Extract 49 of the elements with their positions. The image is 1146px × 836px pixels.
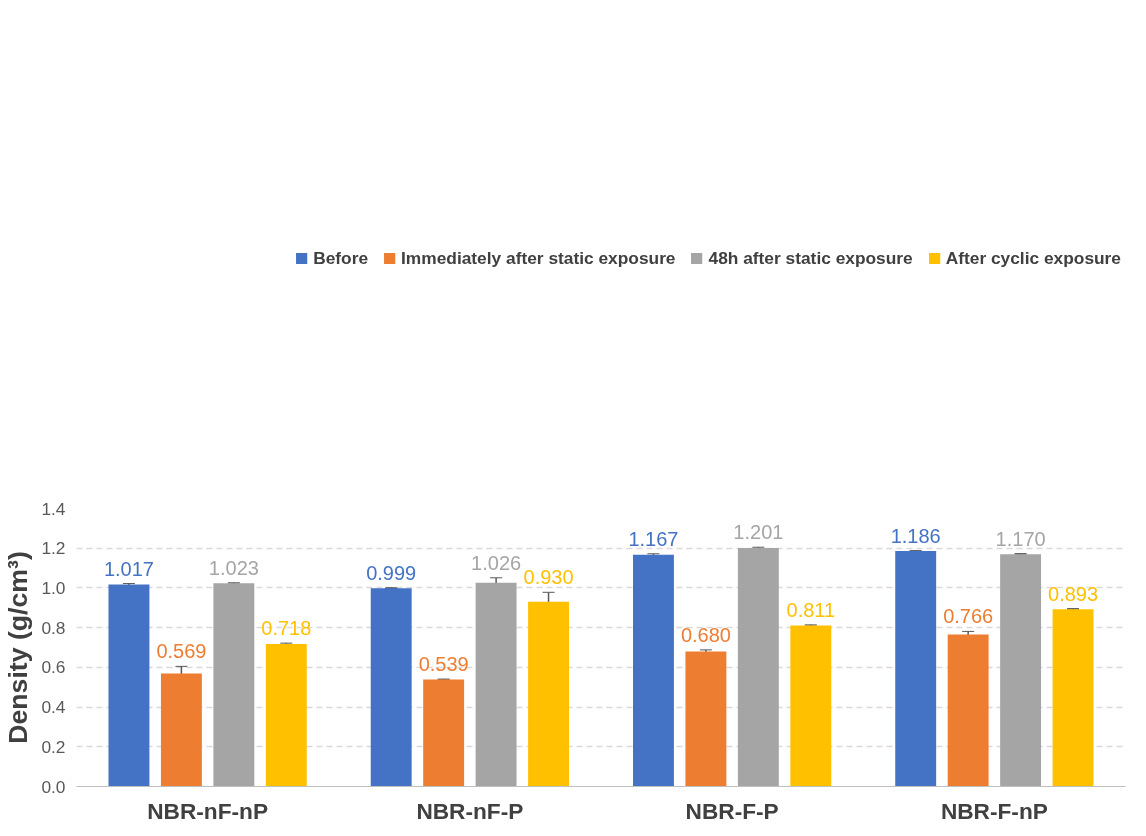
y-tick-label: 0.8 [41,617,66,638]
bar [1000,554,1042,787]
y-tick-label: 1.4 [41,498,66,519]
data-label: 1.017 [103,557,154,580]
data-label: 0.999 [366,561,417,584]
y-tick-label: 1.2 [41,538,66,559]
x-tick-label: NBR-F-P [685,797,779,824]
data-label: 0.539 [418,653,469,676]
bar [265,643,307,787]
data-label: 1.170 [995,527,1046,550]
data-label: 0.569 [156,640,207,663]
data-label: 1.023 [208,556,259,579]
bar [632,554,674,787]
bar [370,588,412,787]
bar [108,584,150,787]
y-tick-label: 1.0 [41,577,66,598]
legend-label: Before [313,247,369,269]
bar [528,601,570,787]
bar [160,673,202,787]
y-tick-label: 0.0 [41,776,66,797]
legend-label: Immediately after static exposure [401,247,676,269]
legend-label: 48h after static exposure [708,247,913,269]
y-tick-label: 0.2 [41,736,66,757]
y-axis-title: Density (g/cm³) [3,551,34,744]
data-label: 0.930 [523,566,574,589]
bar [685,651,727,787]
bar [475,582,517,787]
data-label: 0.680 [680,623,731,646]
data-label: 1.167 [628,527,679,550]
x-tick-label: NBR-nF-nP [147,797,269,824]
data-label: 0.811 [786,598,836,621]
data-label: 0.766 [943,605,994,628]
bar [737,548,779,787]
y-tick-label: 0.6 [41,657,66,678]
data-label: 0.718 [261,617,312,640]
data-label: 1.026 [471,551,522,574]
data-label: 1.186 [890,524,941,547]
bar [213,583,255,787]
y-tick-label: 0.4 [41,697,66,718]
data-label: 1.201 [733,521,784,544]
x-tick-label: NBR-F-nP [940,797,1048,824]
bar [895,550,937,787]
bar [1052,609,1094,787]
bar [947,634,989,787]
legend-label: After cyclic exposure [945,247,1121,269]
bar [790,625,832,787]
data-label: 0.893 [1048,582,1099,605]
x-tick-label: NBR-nF-P [416,797,524,824]
bar [423,679,465,787]
